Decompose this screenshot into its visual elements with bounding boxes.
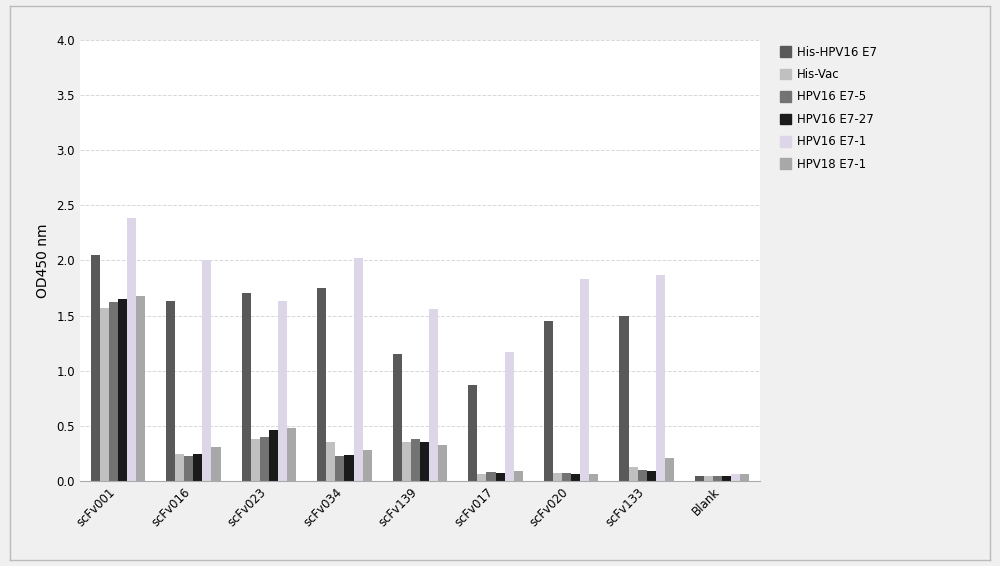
Bar <box>354 258 363 481</box>
Bar <box>647 471 656 481</box>
Bar <box>326 443 335 481</box>
Bar <box>344 454 354 481</box>
Bar <box>429 309 438 481</box>
Bar <box>704 475 713 481</box>
Bar <box>260 437 269 481</box>
Legend: His-HPV16 E7, His-Vac, HPV16 E7-5, HPV16 E7-27, HPV16 E7-1, HPV18 E7-1: His-HPV16 E7, His-Vac, HPV16 E7-5, HPV16… <box>780 45 877 171</box>
Bar <box>740 474 749 481</box>
Bar <box>420 443 429 481</box>
Bar <box>544 321 553 481</box>
Bar <box>211 447 221 481</box>
Bar <box>731 474 740 481</box>
Bar <box>402 443 411 481</box>
Bar <box>251 439 260 481</box>
Bar <box>468 385 477 481</box>
Bar <box>118 299 127 481</box>
Bar <box>184 456 193 481</box>
Bar <box>477 474 486 481</box>
Bar <box>100 308 109 481</box>
Bar <box>496 473 505 481</box>
Bar <box>363 450 372 481</box>
Bar <box>638 470 647 481</box>
Y-axis label: OD450 nm: OD450 nm <box>36 223 50 298</box>
Bar <box>175 453 184 481</box>
Bar <box>127 218 136 481</box>
Bar <box>562 473 571 481</box>
Bar <box>438 445 447 481</box>
Bar <box>242 293 251 481</box>
Bar <box>486 472 496 481</box>
Bar <box>695 475 704 481</box>
Bar <box>411 439 420 481</box>
Bar <box>571 474 580 481</box>
Bar <box>91 255 100 481</box>
Bar <box>505 352 514 481</box>
Bar <box>317 288 326 481</box>
Bar <box>580 279 589 481</box>
Bar <box>656 275 665 481</box>
Bar <box>553 473 562 481</box>
Bar <box>136 295 145 481</box>
Bar <box>269 430 278 481</box>
Bar <box>722 475 731 481</box>
Bar <box>514 471 523 481</box>
Bar <box>202 260 211 481</box>
Bar <box>629 467 638 481</box>
Bar <box>287 428 296 481</box>
Bar <box>619 316 629 481</box>
Bar <box>193 453 202 481</box>
Bar <box>665 458 674 481</box>
Bar <box>278 301 287 481</box>
Bar <box>335 456 344 481</box>
Bar <box>393 354 402 481</box>
Bar <box>589 474 598 481</box>
Bar <box>713 475 722 481</box>
Bar <box>109 302 118 481</box>
Bar <box>166 301 175 481</box>
